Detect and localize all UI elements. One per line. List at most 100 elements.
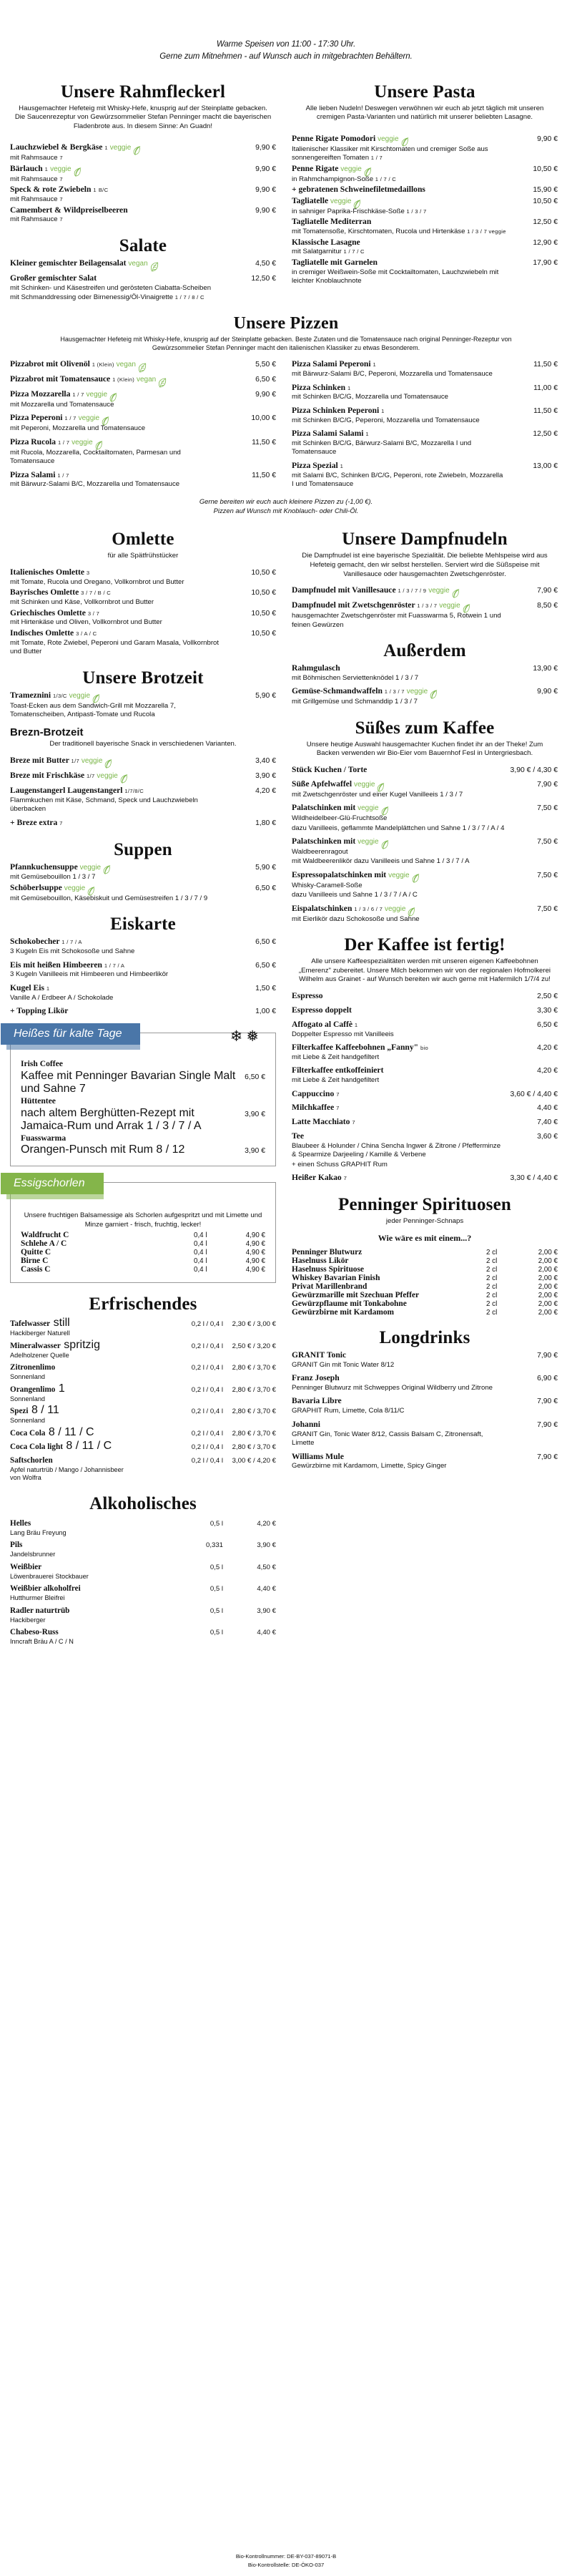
menu-item: Pizza Rucola 1 / 7 veggie 11,50 € mit Ruco…: [10, 437, 276, 467]
item-row: Schöberlsuppe veggie 6,50 €: [10, 883, 276, 896]
menu-item: Laugenstangerl Laugenstangerl 1/7/8/C 4,2…: [10, 786, 276, 814]
badge-veggie: veggie: [439, 601, 471, 614]
spirit-name: Gewürzmarille mit Szechuan Pfeffer: [292, 1290, 420, 1299]
item-description: mit Zwetschgenröster und einer Kugel Van…: [292, 790, 463, 799]
item-name: Tee: [292, 1131, 304, 1141]
section-title-eiskarte: Eiskarte: [110, 914, 176, 935]
item-price: 11,50 €: [252, 471, 276, 479]
item-title: Pizza Salami 1 / 7: [10, 470, 245, 481]
leaf-veggie-icon: [462, 603, 471, 614]
section-title-rahmfleckerl: Unsere Rahmfleckerl: [60, 82, 226, 102]
item-name: Espresso: [292, 991, 323, 1001]
item-description: mit Schinken B/C/G, Peperoni, Mozzarella…: [292, 416, 480, 424]
item-name: Williams Mule: [292, 1451, 344, 1461]
spirit-name: Haselnuss Likör: [292, 1256, 349, 1265]
drink-name-cell: Mineralwasser spritzig Adelholzener Quell…: [10, 1339, 190, 1360]
item-title: Penne Rigate veggie: [292, 164, 526, 177]
allergen-codes: 1: [354, 1021, 358, 1028]
item-title: Camembert & Wildpreiselbeeren: [10, 205, 248, 216]
footer-line-2: Bio-Kontrollstelle: DE-ÖKO-037: [247, 2561, 325, 2568]
right-column-2: Unsere Dampfnudeln Die Dampfnudel ist ei…: [292, 518, 558, 1471]
item-price: 4,40 €: [537, 1104, 558, 1113]
allergen-codes: 1/7/8/C: [124, 787, 144, 794]
box-item-price: 3,90 €: [245, 1110, 265, 1118]
item-title: Pizza Salami Peperoni 1: [292, 359, 526, 370]
allergen-codes: 1 / 3 / 7: [417, 602, 438, 610]
item-title: Pizza Schinken Peperoni 1: [292, 406, 526, 416]
item-price: 6,50 €: [255, 884, 276, 892]
item-row: Eispalatschinken 1 / 3 / 6 / 7 veggie 7,5…: [292, 904, 558, 917]
item-description: Waldbeerenragout: [292, 847, 348, 856]
menu-item: Bayrisches Omlette 3 / 7 / B / C 10,50 € m…: [10, 587, 276, 607]
item-title: Indisches Omlette 3 / A / C: [10, 628, 244, 639]
box-item-name: Hüttentee: [21, 1096, 56, 1106]
allergen-codes: 7: [352, 1119, 355, 1126]
menu-item: Johanni 7,90 € GRANIT Gin, Tonic Water 8/1…: [292, 1420, 558, 1448]
item-title: Klassische Lasagne: [292, 238, 526, 248]
menu-item: Pizza Schinken 1 11,00 € mit Schinken B/C/…: [292, 383, 558, 402]
item-title: Eis mit heißen Himbeeren 1 / 7 / A: [10, 960, 248, 971]
drink-volume: 0,331: [205, 1541, 223, 1550]
box-item-description: Orangen-Punsch mit Rum 8 / 12: [21, 1143, 185, 1156]
item-title: Bavaria Libre: [292, 1396, 530, 1407]
allergen-codes: 8 / 11 / C: [66, 1439, 112, 1452]
item-row: Camembert & Wildpreiselbeeren 9,90 €: [10, 205, 276, 216]
menu-item: Pizza Peperoni 1 / 7 veggie 10,00 € mit Pe…: [10, 413, 276, 433]
badge-vegan: vegan: [128, 259, 158, 272]
item-row: Dampfnudel mit Zwetschgenröster 1 / 3 / …: [292, 600, 558, 614]
item-title: Pizza Mozzarella 1 / 7 veggie: [10, 389, 248, 402]
badge-veggie: veggie: [79, 414, 110, 426]
allergen-codes: 1 / 3 / 7: [406, 208, 427, 215]
item-name: + gebratenen Schweinefiletmedaillons: [292, 185, 425, 195]
item-description: Whisky-Caramell-Soße: [292, 881, 363, 889]
item-description-2: mit Waldbeerenlikör dazu Vanilleeis und …: [292, 857, 470, 866]
item-name: Milchkaffee: [292, 1103, 335, 1113]
badge-veggie: veggie: [82, 756, 113, 769]
leaf-vegan-icon: [137, 362, 147, 373]
item-name: Filterkaffee entkoffeiniert: [292, 1065, 384, 1075]
item-title: Franz Joseph: [292, 1373, 530, 1384]
badge-label: veggie: [406, 688, 428, 696]
allergen-codes: 7: [59, 819, 63, 826]
drink-name: Coca Cola: [10, 1428, 46, 1438]
item-description: mit Salatgarnitur 1 / 7 / C: [292, 248, 365, 256]
item-title: Speck & rote Zwiebeln 1 B/C: [10, 185, 248, 195]
item-price: 17,90 €: [533, 258, 558, 267]
section-title-spirituosen: Penninger Spirituosen: [338, 1195, 511, 1215]
drink-name: Weißbier alkoholfrei: [10, 1584, 81, 1594]
essig-name: Birne C: [21, 1257, 49, 1266]
leaf-veggie-icon: [92, 693, 101, 704]
item-price: 9,90 €: [255, 391, 276, 399]
item-row: Kugel Eis 1 1,50 €: [10, 983, 276, 994]
longdrinks-items: GRANIT Tonic 7,90 € GRANIT Gin mit Tonic W…: [292, 1350, 558, 1471]
drink-name-cell: Weißbier alkoholfrei Hutthurmer Bleifrei: [10, 1581, 190, 1603]
badge-veggie: veggie: [80, 862, 112, 875]
item-row: Pfannkuchensuppe veggie 5,90 €: [10, 862, 276, 875]
right-column: Unsere Pasta Alle lieben Nudeln! Deswege…: [292, 71, 558, 287]
columns-top: Unsere Rahmfleckerl Hausgemachter Hefete…: [10, 71, 562, 303]
item-description: Gewürzbirne mit Kardamom, Limette, Spicy…: [292, 1462, 447, 1470]
omlette-items: Italienisches Omlette 3 10,50 € mit Tomate…: [10, 567, 276, 657]
item-price: 3,30 € / 4,40 €: [510, 1174, 558, 1183]
item-price: 5,90 €: [255, 863, 276, 872]
allergen-codes: 1: [44, 165, 49, 172]
item-row: Espresso doppelt 3,30 €: [292, 1005, 558, 1016]
item-price: 9,90 €: [255, 186, 276, 195]
box-title-heisses: Heißes für kalte Tage: [1, 1023, 141, 1050]
badge-label: veggie: [109, 144, 132, 152]
item-price: 7,90 €: [537, 1397, 558, 1406]
section-title-pizzen: Unsere Pizzen: [233, 314, 339, 333]
item-description: GRAPHIT Rum, Limette, Cola 8/11/C: [292, 1407, 405, 1415]
item-price: 3,40 €: [255, 757, 276, 766]
item-description: mit Gemüsebouillon 1 / 3 / 7: [10, 873, 96, 882]
item-description: mit Schinken- und Käsestreifen und gerös…: [10, 283, 212, 292]
spirit-price: 2,00 €: [538, 1291, 558, 1299]
menu-item: Heißer Kakao 7 3,30 € / 4,40 €: [292, 1173, 558, 1184]
menu-item: Franz Joseph 6,90 € Penninger Blutwurz mit…: [292, 1373, 558, 1392]
item-title: Tagliatelle mit Garnelen: [292, 258, 526, 268]
menu-item: Camembert & Wildpreiselbeeren 9,90 € mit R…: [10, 205, 276, 225]
drink-row: Saftschorlen Apfel naturtrüb / Mango / Jo…: [10, 1453, 276, 1483]
item-description: mit Böhmischen Serviettenknödel 1 / 3 / …: [292, 673, 419, 682]
item-row: Speck & rote Zwiebeln 1 B/C 9,90 €: [10, 185, 276, 195]
item-description: mit Bärwurz-Salami B/C, Mozzarella und T…: [10, 480, 180, 489]
